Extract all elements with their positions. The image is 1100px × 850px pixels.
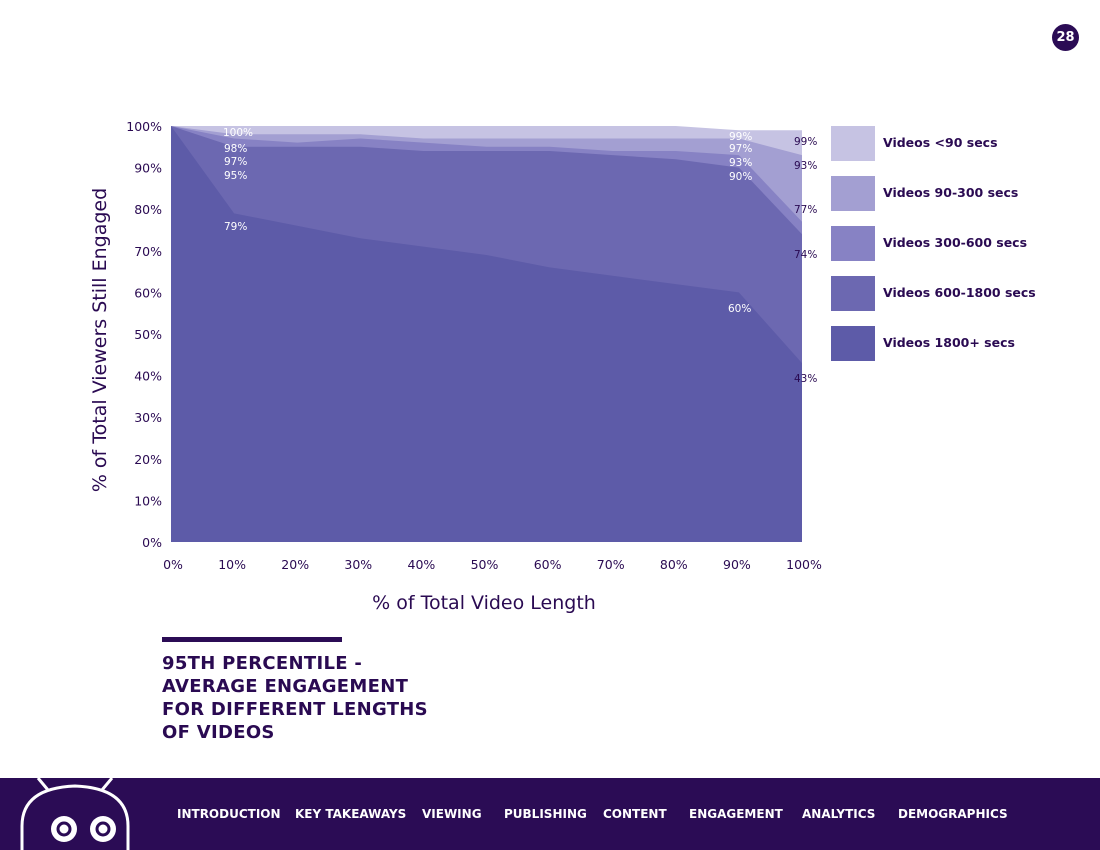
- y-tick-label: 100%: [126, 119, 162, 134]
- x-tick-label: 50%: [471, 557, 499, 572]
- legend-label: Videos 1800+ secs: [883, 335, 1015, 350]
- caption-line: FOR DIFFERENT LENGTHS: [162, 699, 428, 720]
- y-tick-label: 40%: [134, 369, 162, 384]
- mascot-logo-icon: [20, 778, 130, 850]
- footer-bar: INTRODUCTION KEY TAKEAWAYS VIEWING PUBLI…: [0, 778, 1100, 850]
- y-axis-title: % of Total Viewers Still Engaged: [89, 188, 111, 492]
- nav-demographics[interactable]: DEMOGRAPHICS: [898, 807, 1008, 821]
- caption-line: 95TH PERCENTILE -: [162, 653, 363, 674]
- legend-label: Videos 90-300 secs: [883, 185, 1018, 200]
- data-label: 100%: [223, 127, 253, 139]
- legend-swatch: [831, 176, 875, 211]
- x-tick-label: 100%: [786, 557, 822, 572]
- footer-nav: INTRODUCTION KEY TAKEAWAYS VIEWING PUBLI…: [0, 778, 1100, 850]
- legend-swatch: [831, 226, 875, 261]
- nav-key-takeaways[interactable]: KEY TAKEAWAYS: [295, 807, 407, 821]
- x-tick-label: 40%: [408, 557, 436, 572]
- data-label: 97%: [224, 156, 247, 168]
- legend-swatch: [831, 276, 875, 311]
- legend-swatch: [831, 126, 875, 161]
- x-tick-label: 80%: [660, 557, 688, 572]
- nav-introduction[interactable]: INTRODUCTION: [177, 807, 281, 821]
- data-label: 43%: [794, 373, 817, 385]
- engagement-area-chart: 0% 10% 20% 30% 40% 50% 60% 70% 80% 90% 100% 0% 10% 2…: [89, 119, 1036, 614]
- nav-viewing[interactable]: VIEWING: [422, 807, 482, 821]
- legend-swatch: [831, 326, 875, 361]
- nav-publishing[interactable]: PUBLISHING: [504, 807, 587, 821]
- page-number-badge: 28: [1052, 24, 1079, 51]
- data-label: 97%: [729, 143, 752, 155]
- y-tick-label: 10%: [134, 493, 162, 508]
- y-tick-label: 20%: [134, 452, 162, 467]
- data-label: 99%: [794, 136, 817, 148]
- x-tick-label: 0%: [163, 557, 183, 572]
- data-label: 95%: [224, 170, 247, 182]
- x-tick-label: 20%: [281, 557, 309, 572]
- y-axis-ticks: 0% 10% 20% 30% 40% 50% 60% 70% 80% 90% 100%: [126, 119, 162, 550]
- nav-engagement[interactable]: ENGAGEMENT: [689, 807, 783, 821]
- x-axis-ticks: 0% 10% 20% 30% 40% 50% 60% 70% 80% 90% 100%: [163, 557, 822, 572]
- x-tick-label: 70%: [597, 557, 625, 572]
- data-label: 98%: [224, 143, 247, 155]
- y-tick-label: 60%: [134, 285, 162, 300]
- y-tick-label: 90%: [134, 161, 162, 176]
- chart-legend: Videos <90 secs Videos 90-300 secs Videos …: [831, 126, 1036, 361]
- data-labels: 100%98%97%95%79%99%97%93%90%60%99%93%77%…: [223, 127, 817, 385]
- x-tick-label: 90%: [723, 557, 751, 572]
- y-tick-label: 70%: [134, 244, 162, 259]
- area-series-4: [171, 126, 802, 542]
- chart-areas: [171, 126, 802, 542]
- legend-label: Videos 300-600 secs: [883, 235, 1027, 250]
- data-label: 99%: [729, 131, 752, 143]
- chart-caption: 95TH PERCENTILE - AVERAGE ENGAGEMENT FOR…: [162, 652, 482, 744]
- x-tick-label: 10%: [218, 557, 246, 572]
- caption-rule: [162, 637, 342, 642]
- x-axis-title: % of Total Video Length: [372, 592, 596, 614]
- data-label: 93%: [794, 160, 817, 172]
- y-tick-label: 0%: [142, 535, 162, 550]
- y-tick-label: 30%: [134, 410, 162, 425]
- data-label: 60%: [728, 303, 751, 315]
- data-label: 93%: [729, 157, 752, 169]
- y-tick-label: 80%: [134, 202, 162, 217]
- caption-line: AVERAGE ENGAGEMENT: [162, 676, 409, 697]
- nav-analytics[interactable]: ANALYTICS: [802, 807, 876, 821]
- data-label: 74%: [794, 249, 817, 261]
- x-tick-label: 60%: [534, 557, 562, 572]
- nav-content[interactable]: CONTENT: [603, 807, 667, 821]
- data-label: 79%: [224, 221, 247, 233]
- y-tick-label: 50%: [134, 327, 162, 342]
- legend-label: Videos <90 secs: [883, 135, 998, 150]
- legend-label: Videos 600-1800 secs: [883, 285, 1036, 300]
- data-label: 90%: [729, 171, 752, 183]
- caption-line: OF VIDEOS: [162, 722, 275, 743]
- x-tick-label: 30%: [344, 557, 372, 572]
- data-label: 77%: [794, 204, 817, 216]
